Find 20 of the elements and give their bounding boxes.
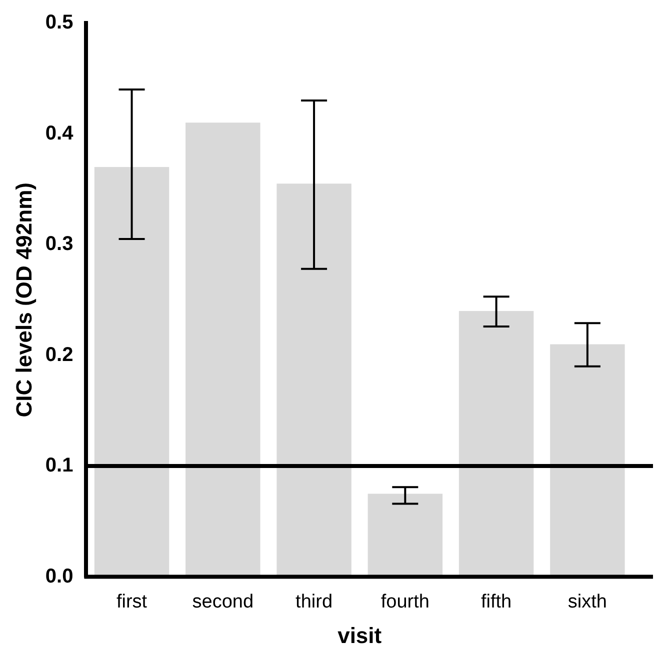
x-tick-label: first	[116, 591, 148, 612]
bar	[276, 184, 352, 577]
x-tick-label: third	[296, 591, 333, 612]
bar	[368, 494, 443, 577]
y-tick-label: 0.3	[45, 233, 74, 256]
bar	[458, 310, 534, 577]
y-tick-label: 0.5	[45, 12, 74, 34]
y-tick-label: 0.1	[45, 454, 74, 477]
x-tick-label: second	[192, 591, 254, 612]
y-tick-label: 0.4	[45, 122, 74, 144]
y-axis-title: CIC levels (OD 492nm)	[11, 182, 36, 418]
x-tick-label: fourth	[380, 591, 430, 612]
y-tick-label: 0.2	[45, 344, 74, 366]
bar	[550, 344, 625, 577]
bar	[94, 166, 170, 577]
x-tick-label: fifth	[480, 591, 512, 612]
x-tick-label: sixth	[568, 591, 607, 612]
bar	[186, 122, 260, 577]
x-axis-title: visit	[338, 622, 382, 648]
y-tick-label: 0.0	[45, 565, 74, 588]
